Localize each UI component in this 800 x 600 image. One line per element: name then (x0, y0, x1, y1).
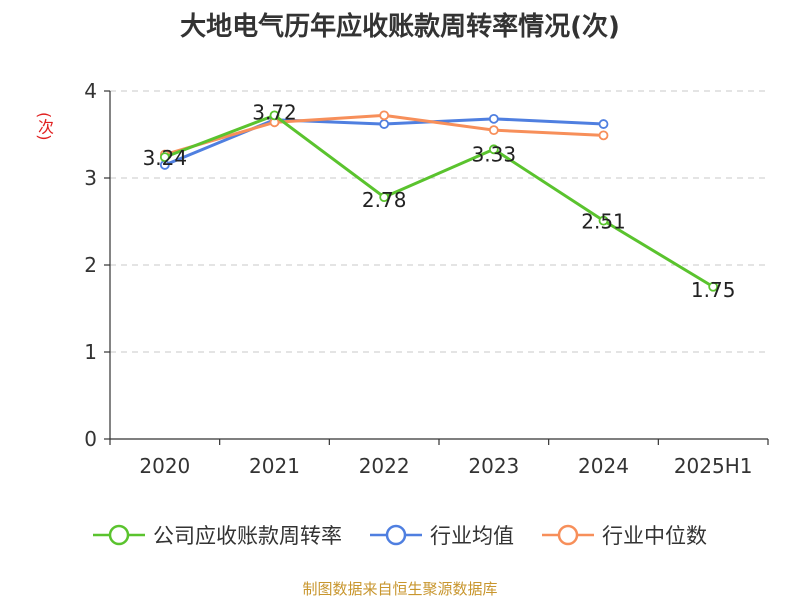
data-label: 3.24 (143, 146, 188, 170)
series-line (164, 113, 714, 289)
chart-legend: 公司应收账款周转率 行业均值 行业中位数 (0, 520, 800, 550)
y-tick-label: 2 (84, 253, 97, 277)
data-label: 3.72 (252, 100, 297, 124)
x-tick-label: 2022 (359, 454, 410, 478)
data-point (379, 192, 390, 203)
y-tick-label: 4 (84, 79, 97, 103)
data-source-note: 制图数据来自恒生聚源数据库 (302, 580, 498, 598)
x-tick-label: 2024 (578, 454, 629, 478)
data-point (598, 215, 609, 226)
data-point (488, 113, 499, 124)
data-label: 3.33 (472, 142, 517, 166)
legend-swatch-icon (370, 523, 422, 547)
legend-swatch-icon (542, 523, 594, 547)
legend-label: 公司应收账款周转率 (153, 524, 342, 548)
x-tick-label: 2021 (249, 454, 300, 478)
data-label: 2.78 (362, 188, 407, 212)
data-label: 1.75 (691, 278, 736, 302)
legend-item[interactable]: 行业中位数 (542, 520, 707, 550)
data-point (379, 119, 390, 129)
x-tick-label: 2023 (468, 454, 519, 478)
legend-label: 行业中位数 (602, 524, 707, 548)
x-tick-label: 2020 (139, 454, 190, 478)
data-point (379, 110, 390, 121)
y-axis-label: (次) (35, 112, 54, 141)
data-point (708, 281, 719, 292)
data-point (488, 125, 499, 136)
y-tick-label: 0 (84, 427, 97, 451)
y-tick-label: 1 (84, 340, 97, 364)
data-point (598, 130, 609, 141)
data-point (598, 119, 609, 129)
x-tick-label: 2025H1 (674, 454, 753, 478)
data-point (488, 144, 499, 155)
y-tick-label: 3 (84, 166, 97, 190)
legend-item[interactable]: 公司应收账款周转率 (93, 520, 342, 550)
data-label: 2.51 (581, 210, 626, 234)
chart-title: 大地电气历年应收账款周转率情况(次) (180, 12, 620, 42)
legend-item[interactable]: 行业均值 (370, 520, 514, 550)
data-point (159, 152, 170, 163)
data-point (269, 110, 280, 121)
legend-swatch-icon (93, 523, 145, 547)
legend-label: 行业均值 (430, 524, 514, 548)
